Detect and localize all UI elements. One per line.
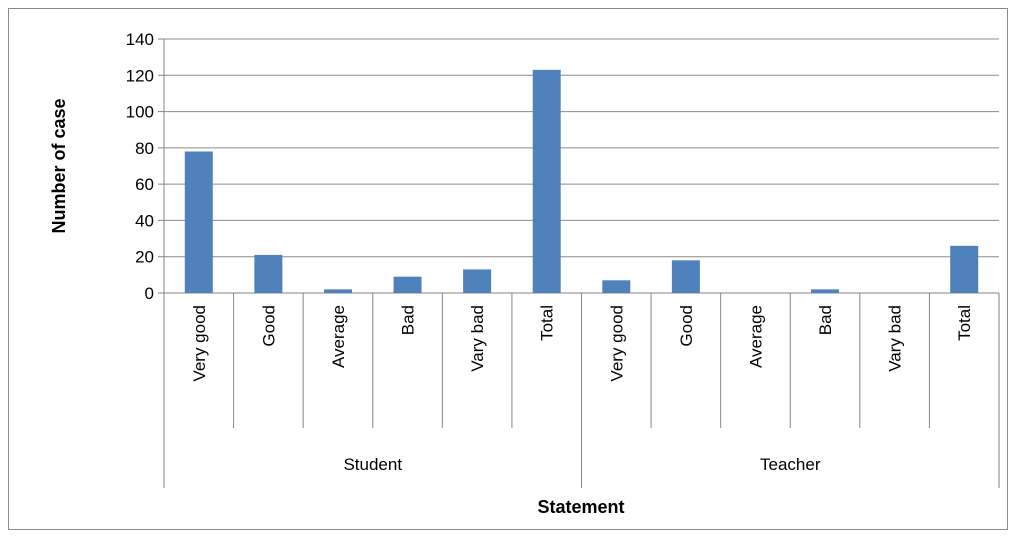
bar [463, 269, 492, 293]
x-tick-label: Good [259, 305, 278, 347]
x-axis: Very good Good Average Bad Vary bad Total Very… [163, 293, 1000, 488]
group-label: Teacher [760, 455, 821, 474]
y-tick-label: 20 [135, 248, 154, 267]
y-axis-title: Number of case [49, 98, 69, 233]
y-tick-labels: 0 20 40 60 80 100 120 140 [126, 30, 154, 303]
bar [671, 260, 700, 293]
y-tick-label: 100 [126, 103, 154, 122]
x-tick-label: Total [955, 305, 974, 341]
x-tick-label: Vary bad [468, 305, 487, 372]
group-label: Student [343, 455, 402, 474]
x-tick-label: Vary bad [886, 305, 905, 372]
x-axis-title: Statement [537, 497, 624, 517]
bar [811, 289, 840, 293]
bar [254, 254, 283, 293]
x-tick-label: Average [329, 305, 348, 368]
bars [184, 69, 979, 293]
x-tick-label: Very good [190, 305, 209, 382]
x-tick-label: Total [538, 305, 557, 341]
y-tick-label: 60 [135, 175, 154, 194]
bar [184, 151, 213, 293]
bar [532, 69, 561, 293]
y-tick-label: 140 [126, 30, 154, 49]
x-tick-label: Average [746, 305, 765, 368]
x-tick-label: Very good [607, 305, 626, 382]
y-tick-label: 120 [126, 66, 154, 85]
bar [950, 245, 979, 293]
y-tick-label: 80 [135, 139, 154, 158]
x-tick-label: Good [677, 305, 696, 347]
bar [323, 289, 352, 293]
bar [393, 276, 422, 293]
gridlines [158, 38, 999, 294]
y-tick-label: 40 [135, 211, 154, 230]
x-tick-label: Bad [399, 305, 418, 335]
y-tick-label: 0 [145, 284, 154, 303]
bar [602, 280, 631, 293]
chart-frame [8, 8, 1008, 530]
x-tick-label: Bad [816, 305, 835, 335]
